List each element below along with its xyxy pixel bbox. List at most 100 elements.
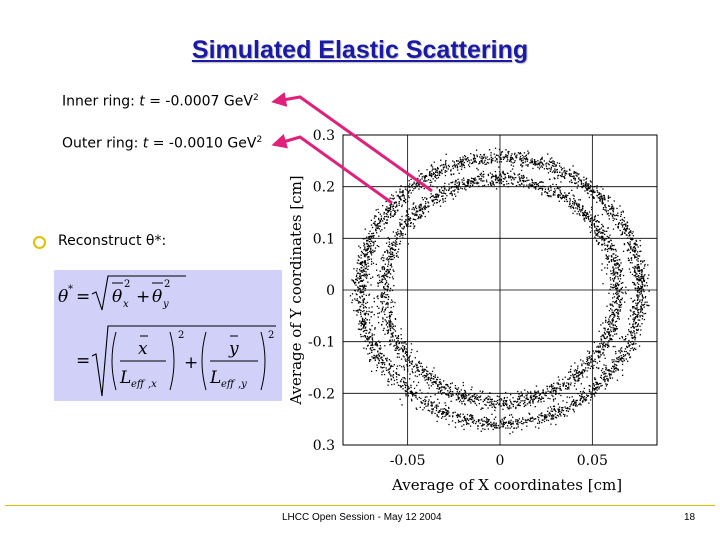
scatter-point (537, 160, 539, 162)
scatter-point (371, 344, 373, 346)
scatter-point (468, 160, 470, 162)
scatter-point (593, 364, 595, 367)
scatter-point (628, 354, 630, 356)
scatter-point (570, 403, 573, 405)
scatter-point (611, 377, 614, 379)
scatter-point (622, 274, 625, 277)
scatter-point (627, 360, 629, 362)
scatter-point (502, 180, 504, 183)
scatter-point (395, 342, 397, 344)
scatter-point (478, 176, 480, 178)
scatter-point (608, 310, 611, 312)
scatter-point (370, 252, 372, 254)
scatter-point (602, 225, 604, 227)
scatter-point (434, 196, 436, 198)
scatter-point (438, 381, 441, 383)
scatter-point (560, 166, 562, 168)
scatter-point (491, 402, 493, 404)
scatter-point (502, 170, 504, 172)
scatter-point (573, 207, 575, 209)
scatter-point (437, 376, 439, 378)
scatter-point (607, 379, 609, 381)
scatter-point (632, 307, 634, 309)
scatter-point (619, 274, 621, 277)
scatter-point (377, 225, 379, 227)
scatter-point (435, 382, 437, 385)
scatter-point (429, 373, 432, 375)
scatter-point (405, 382, 407, 384)
scatter-point (373, 355, 375, 357)
scatter-point (579, 179, 581, 181)
scatter-point (494, 160, 496, 162)
scatter-point (432, 383, 434, 385)
scatter-point (451, 193, 453, 195)
scatter-point (418, 170, 420, 172)
scatter-point (596, 362, 598, 364)
scatter-point (448, 183, 450, 185)
scatter-point (540, 401, 542, 403)
scatter-point (432, 173, 434, 176)
scatter-point (438, 402, 440, 404)
scatter-point (392, 251, 394, 254)
scatter-point (388, 296, 390, 298)
svg-text:θ: θ (112, 287, 122, 307)
inner-ring-points (373, 169, 629, 412)
scatter-point (440, 390, 442, 392)
scatter-point (629, 271, 632, 273)
scatter-point (367, 251, 369, 254)
scatter-point (466, 185, 468, 187)
scatter-point (441, 164, 443, 166)
scatter-point (496, 402, 498, 404)
scatter-point (612, 274, 614, 276)
scatter-point (408, 356, 410, 358)
scatter-point (502, 426, 505, 428)
scatter-point (637, 296, 639, 298)
scatter-point (557, 383, 559, 385)
scatter-point (633, 306, 635, 308)
scatter-point (621, 286, 623, 289)
scatter-point (365, 348, 367, 350)
scatter-point (392, 278, 394, 280)
scatter-point (633, 317, 635, 319)
scatter-point (608, 323, 611, 325)
scatter-point (371, 356, 373, 358)
scatter-point (609, 325, 611, 327)
scatter-point (378, 217, 380, 220)
scatter-point (375, 228, 377, 230)
scatter-point (620, 303, 623, 306)
scatter-point (550, 418, 552, 420)
scatter-point (361, 269, 363, 272)
scatter-point (442, 168, 445, 170)
scatter-point (402, 342, 404, 344)
scatter-point (643, 306, 645, 308)
scatter-point (467, 419, 470, 422)
scatter-point (499, 178, 501, 180)
scatter-point (365, 276, 367, 278)
scatter-point (367, 268, 369, 271)
scatter-point (584, 182, 587, 184)
scatter-point (413, 182, 415, 185)
scatter-point (387, 304, 389, 306)
scatter-point (618, 305, 620, 307)
scatter-point (357, 288, 360, 290)
scatter-point (459, 157, 461, 159)
scatter-point (433, 375, 435, 378)
scatter-point (439, 382, 441, 385)
scatter-point (612, 329, 615, 331)
scatter-point (415, 205, 417, 207)
scatter-point (606, 248, 608, 251)
scatter-point (605, 257, 607, 260)
scatter-point (611, 278, 614, 280)
scatter-point (445, 167, 448, 169)
scatter-point (400, 334, 402, 336)
scatter-point (482, 420, 484, 422)
scatter-point (399, 218, 401, 220)
scatter-point (457, 160, 459, 162)
scatter-point (450, 395, 452, 397)
scatter-point (387, 330, 389, 332)
scatter-point (544, 418, 546, 420)
scatter-point (502, 421, 505, 424)
scatter-point (612, 228, 615, 230)
scatter-point (634, 242, 636, 244)
scatter-point (527, 165, 529, 167)
